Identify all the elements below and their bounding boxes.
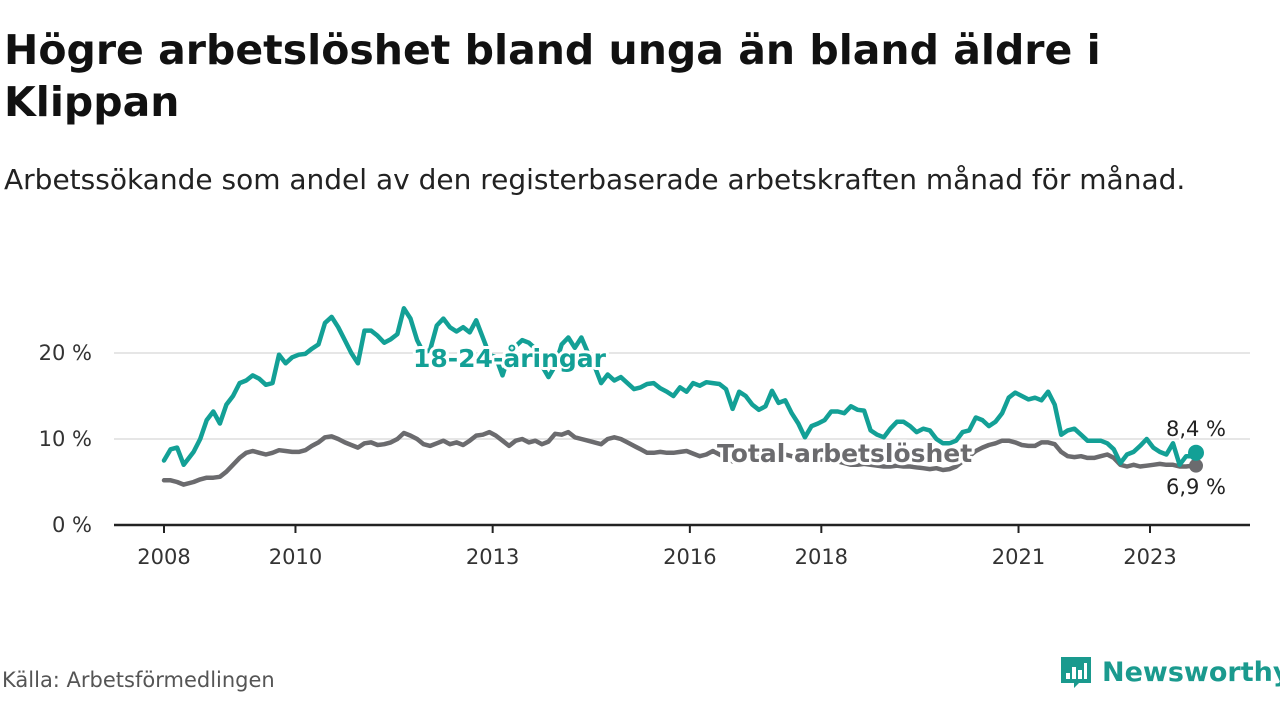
brand-name: Newsworthy [1102,656,1280,688]
x-tick-label: 2016 [663,545,716,569]
end-value-18-24: 8,4 % [1166,417,1226,441]
series-label-total: Total arbetslöshet [717,439,972,468]
brand-logo[interactable]: Newsworthy [1058,654,1280,690]
y-tick-label: 10 % [39,427,92,451]
x-tick-label: 2008 [137,545,190,569]
y-tick-label: 0 % [52,513,92,537]
x-tick-label: 2018 [795,545,848,569]
x-tick-label: 2013 [466,545,519,569]
x-tick-label: 2010 [269,545,322,569]
chart-subtitle: Arbetssökande som andel av den registerb… [4,163,1186,196]
annotations: 18-24-åringar Total arbetslöshet 8,4 % 6,9 … [410,341,1228,501]
newsworthy-logo-icon [1061,657,1091,688]
x-tick-label: 2021 [992,545,1045,569]
series-end-point-total [1189,458,1203,473]
axes: 0 % 10 % 20 % 2008 2010 2013 2016 2018 2021 2023 [39,341,1250,569]
gridlines [114,352,1250,440]
x-tick-label: 2023 [1123,545,1176,569]
series-line-total [161,429,1199,487]
series-label-18-24: 18-24-åringar [413,344,607,373]
y-tick-label: 20 % [39,341,92,365]
chart-title: Högre arbetslöshet bland unga än bland ä… [4,26,1101,126]
source-note: Källa: Arbetsförmedlingen [2,668,275,692]
series-end-point-18-24 [1188,444,1204,461]
series-lines [161,306,1204,487]
series-line-18-24 [161,306,1199,468]
end-value-total: 6,9 % [1166,475,1226,499]
